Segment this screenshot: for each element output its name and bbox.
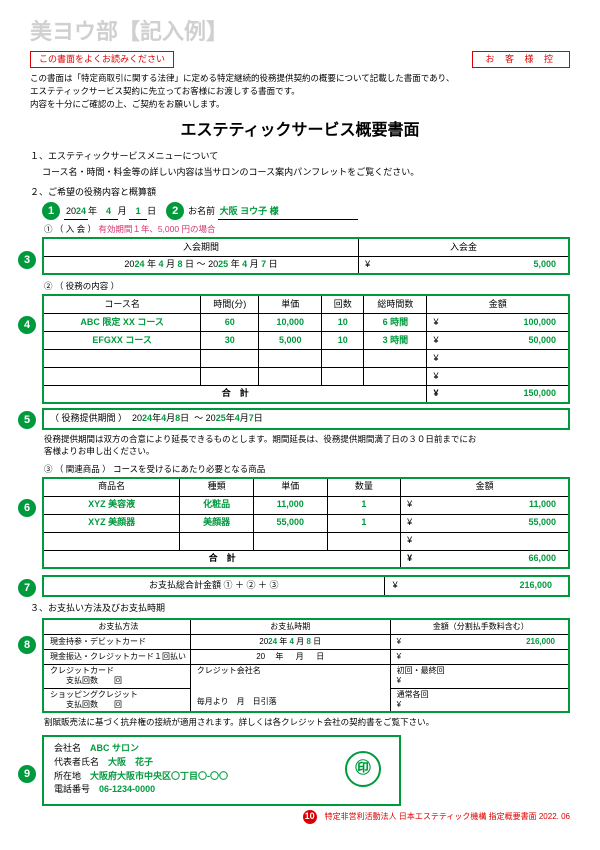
section-1-sub: コース名・時間・料金等の詳しい内容は当サロンのコース案内パンフレットをご覧くださ…	[42, 167, 570, 179]
installment-note: 割賦販売法に基づく抗弁権の接続が適用されます。詳しくは各クレジット会社の契約書を…	[44, 717, 570, 729]
badge-6: 6	[18, 499, 36, 517]
footer: 10 特定非営利活動法人 日本エステティック機構 指定概要書面 2022. 06	[30, 810, 570, 824]
customer-name: 大阪 ヨウ子 様	[218, 206, 358, 220]
section-2: ２、ご希望の役務内容と概算額	[30, 187, 570, 199]
sub-b: ② （ 役務の内容 ）	[44, 281, 570, 292]
notice-left: この書面をよくお読みください	[30, 51, 174, 69]
badge-9: 9	[18, 765, 36, 783]
page-title: エステティックサービス概要書面	[30, 121, 570, 142]
badge-7: 7	[18, 579, 36, 597]
company-info: 会社名 ABC サロン 代表者氏名 大阪 花子 所在地 大阪府大阪市中央区〇丁目…	[42, 735, 401, 806]
membership-table: 入会期間入会金 2024 年 4 月 8 日 〜 2025 年 4 月 7 日 …	[42, 237, 570, 275]
section-3: ３、お支払い方法及びお支払時期	[30, 603, 570, 615]
payment-table: お支払方法 お支払時期 金額（分割払手数料含む） 現金持参・デビットカード 20…	[42, 618, 570, 713]
sub-c: ③ （ 関連商品 ） コースを受けるにあたり必要となる商品	[44, 464, 570, 475]
badge-1: 1	[42, 202, 60, 220]
sub-a: ① （ 入 会 ） 有効期間１年、5,000 円の場合	[44, 224, 570, 235]
badge-10: 10	[303, 810, 317, 824]
header-row: この書面をよくお読みください お 客 様 控	[30, 51, 570, 69]
grand-total: お支払総合計金額 ① ＋ ② ＋ ③ ¥216,000	[42, 575, 570, 597]
section-1: １、エステティックサービスメニューについて	[30, 151, 570, 163]
row-date-name: 1 2024 年 4 月 1 日 2 お名前 大阪 ヨウ子 様	[42, 202, 570, 220]
membership-period: 2024 年 4 月 8 日 〜 2025 年 4 月 7 日	[43, 256, 359, 274]
badge-2: 2	[166, 202, 184, 220]
service-period: （ 役務提供期間 ） 2024 年 4 月 8 日 〜 2025 年 4 月 7…	[42, 408, 570, 430]
membership-fee: ¥5,000	[359, 256, 569, 274]
badge-4: 4	[18, 316, 36, 334]
goods-table: 商品名 種類 単価 数量 金額 XYZ 美容液 化粧品 11,000 1 ¥11…	[42, 477, 570, 569]
badge-8: 8	[18, 636, 36, 654]
intro-text: この書面は「特定商取引に関する法律」に定める特定継続的役務提供契約の概要について…	[30, 72, 570, 110]
courses-table: コース名 時間(分) 単価 回数 総時間数 金額 ABC 限定 XX コース 6…	[42, 294, 570, 404]
notice-right: お 客 様 控	[472, 51, 570, 69]
badge-3: 3	[18, 251, 36, 269]
watermark: 美ヨウ部【記入例】	[30, 18, 570, 47]
period-note: 役務提供期間は双方の合意により延長できるものとします。期間延長は、役務提供期間満…	[44, 434, 570, 458]
badge-5: 5	[18, 411, 36, 429]
